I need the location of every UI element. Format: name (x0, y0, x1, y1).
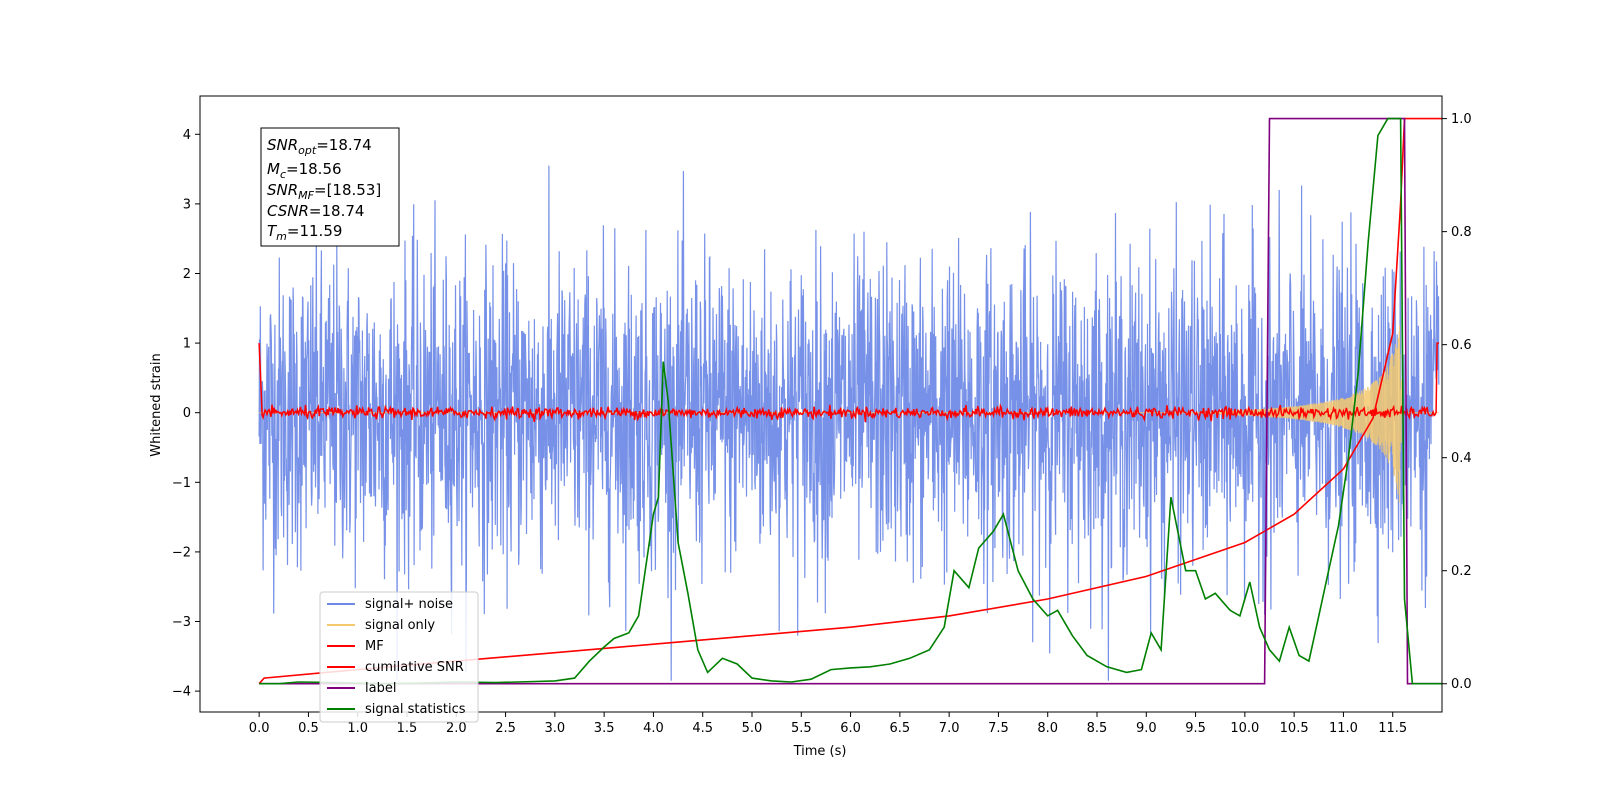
x-axis: 0.0 0.5 1.0 1.5 2.0 2.5 3.0 3.5 4.0 4.5 5.0 5.5 6.0 6… (249, 712, 1407, 736)
x-tick-label: 7.0 (939, 721, 960, 736)
y-tick-label: 1 (183, 337, 191, 352)
y-tick-label: 3 (183, 197, 191, 212)
x-tick-label: 11.5 (1378, 721, 1407, 736)
x-tick-label: 1.0 (347, 721, 368, 736)
annotation-tm: Tm=11.59 (267, 222, 342, 243)
x-tick-label: 11.0 (1329, 721, 1358, 736)
y2-tick-label: 0.6 (1451, 338, 1472, 353)
annotation-mc: Mc=18.56 (267, 160, 342, 181)
y-tick-label: −1 (172, 476, 191, 491)
x-tick-label: 5.0 (742, 721, 763, 736)
y-tick-label: −2 (172, 545, 191, 560)
x-tick-label: 1.5 (397, 721, 418, 736)
y2-tick-label: 0.8 (1451, 225, 1472, 240)
x-tick-label: 4.5 (692, 721, 713, 736)
annotation-snr-opt: SNRopt=18.74 (267, 136, 372, 157)
legend-label-signal-only: signal only (365, 618, 435, 633)
legend-label-cumulative-snr: cumilative SNR (365, 660, 464, 675)
series-mf (258, 342, 1439, 423)
x-tick-label: 6.5 (890, 721, 911, 736)
y2-tick-label: 0.0 (1451, 677, 1472, 692)
annotation-csnr: CSNR=18.74 (267, 202, 364, 220)
annotation-box (260, 127, 400, 247)
x-tick-label: 3.5 (594, 721, 615, 736)
y2-tick-label: 1.0 (1451, 112, 1472, 127)
y-tick-label: 2 (183, 267, 191, 282)
y-tick-label: −4 (172, 685, 191, 700)
legend-label-signal-noise: signal+ noise (365, 597, 453, 612)
x-tick-label: 3.0 (545, 721, 566, 736)
x-tick-label: 9.5 (1185, 721, 1206, 736)
legend-label-signal-statistics: signal statistics (365, 702, 466, 717)
series-layer (258, 117, 1442, 685)
x-tick-label: 10.0 (1230, 721, 1259, 736)
y-axis-title: Whitened strain (149, 353, 164, 456)
x-tick-label: 7.5 (988, 721, 1009, 736)
x-tick-label: 2.0 (446, 721, 467, 736)
legend-label-label: label (365, 681, 396, 696)
x-tick-label: 0.5 (298, 721, 319, 736)
y-tick-label: 0 (183, 406, 191, 421)
x-tick-label: 2.5 (495, 721, 516, 736)
y-axis-left: 4 3 2 1 0 −1 −2 −3 −4 (172, 128, 200, 700)
x-tick-label: 6.0 (840, 721, 861, 736)
series-signal-noise (258, 165, 1440, 681)
y2-tick-label: 0.2 (1451, 564, 1472, 579)
x-tick-label: 0.0 (249, 721, 270, 736)
y-tick-label: −3 (172, 615, 191, 630)
x-tick-label: 8.5 (1087, 721, 1108, 736)
legend-box (319, 591, 479, 723)
legend: signal+ noise signal only MF cumilative … (319, 591, 479, 723)
stats-annotation: SNRopt=18.74 Mc=18.56 SNRMF=[18.53] CSNR… (260, 127, 400, 247)
x-tick-label: 10.5 (1280, 721, 1309, 736)
series-signal-statistics (259, 117, 1442, 685)
x-tick-label: 8.0 (1037, 721, 1058, 736)
y-axis-right: 1.0 0.8 0.6 0.4 0.2 0.0 (1442, 112, 1472, 692)
x-axis-title: Time (s) (793, 744, 847, 759)
x-tick-label: 5.5 (791, 721, 812, 736)
annotation-snr-mf: SNRMF=[18.53] (267, 181, 381, 202)
y-tick-label: 4 (183, 128, 191, 143)
x-tick-label: 4.0 (643, 721, 664, 736)
x-tick-label: 9.0 (1136, 721, 1157, 736)
plot-frame (199, 95, 1443, 713)
legend-label-mf: MF (365, 639, 384, 654)
y2-tick-label: 0.4 (1451, 451, 1472, 466)
